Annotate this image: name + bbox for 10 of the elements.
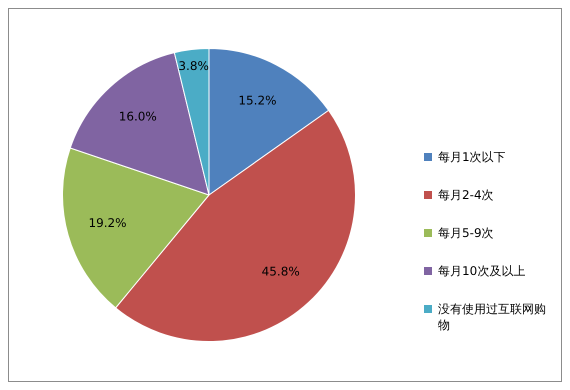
legend-label: 每月5-9次	[438, 225, 494, 241]
legend-label: 没有使用过互联网购物	[438, 301, 547, 333]
legend-label: 每月1次以下	[438, 149, 506, 165]
data-label: 45.8%	[262, 264, 300, 278]
data-label: 15.2%	[238, 93, 277, 108]
data-label: 16.0%	[118, 109, 157, 124]
legend-label: 每月10次及以上	[438, 263, 526, 279]
data-label: 19.2%	[88, 216, 127, 230]
data-label: 3.8%	[178, 59, 209, 74]
legend-label: 每月2-4次	[438, 187, 494, 203]
